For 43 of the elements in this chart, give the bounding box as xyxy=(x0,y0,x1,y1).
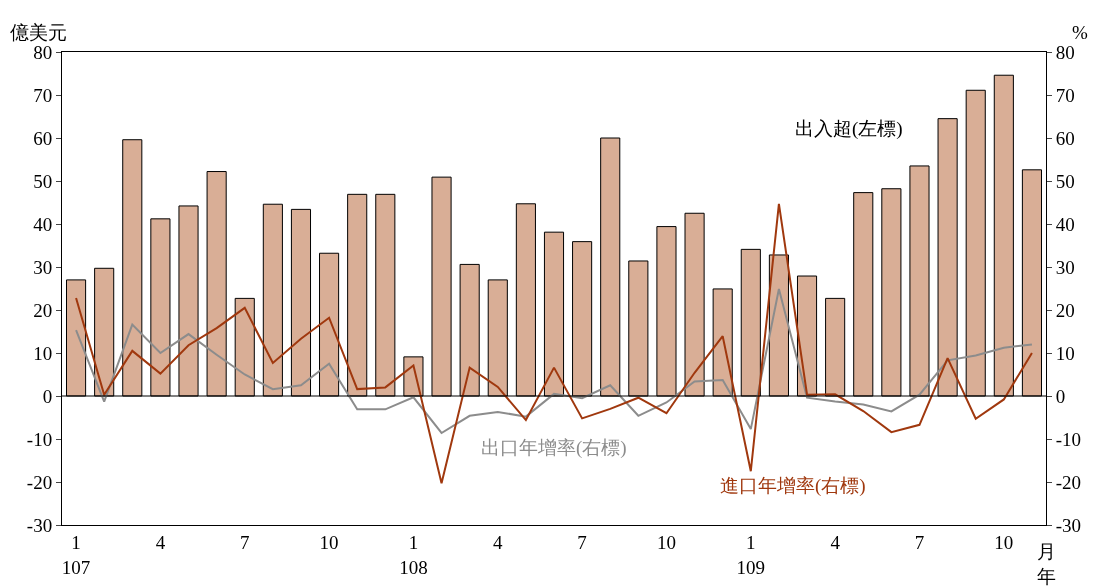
x-tick-label: 10 xyxy=(994,531,1014,553)
x-tick-label: 10 xyxy=(319,531,339,553)
y-tick-label: 10 xyxy=(33,342,53,364)
y-tick-label: 50 xyxy=(33,170,53,192)
y2-tick-label: 60 xyxy=(1055,127,1075,149)
y-tick-label: -10 xyxy=(26,428,53,450)
y2-tick-label: 10 xyxy=(1055,342,1075,364)
y2-tick-label: 20 xyxy=(1055,299,1075,321)
x-tick-label: 4 xyxy=(493,531,504,553)
y2-tick-label: -30 xyxy=(1055,514,1082,536)
y2-tick-label: -20 xyxy=(1055,471,1082,493)
y-axis-title: 億美元 xyxy=(10,22,67,43)
x-tick-label: 10 xyxy=(656,531,676,553)
x-tick-label: 7 xyxy=(577,531,587,553)
series-label: 出口年增率(右標) xyxy=(481,437,627,459)
x-tick-label: 7 xyxy=(239,531,250,553)
y-tick-label: 60 xyxy=(33,127,53,149)
y-tick-label: -20 xyxy=(26,471,53,493)
series-label: 出入超(左標) xyxy=(795,118,903,140)
y2-tick-label: 50 xyxy=(1055,170,1075,192)
y2-tick-label: 80 xyxy=(1055,41,1075,63)
x-tick-label: 4 xyxy=(830,531,841,553)
x-axis-title: 月年 xyxy=(1037,541,1056,587)
x-tick-label: 4 xyxy=(155,531,166,553)
y2-tick-label: 70 xyxy=(1055,84,1075,106)
y2-tick-label: 40 xyxy=(1055,213,1075,235)
y-tick-label: 0 xyxy=(42,385,53,407)
x-tick-label: 1 108 xyxy=(399,531,428,578)
line-series xyxy=(75,287,1033,434)
y-tick-label: 30 xyxy=(33,256,53,278)
y2-tick-label: -10 xyxy=(1055,428,1082,450)
y-tick-label: 40 xyxy=(33,213,53,235)
y-tick-label: 80 xyxy=(33,41,53,63)
x-tick-label: 1 109 xyxy=(736,531,766,578)
y-tick-label: -30 xyxy=(26,514,53,536)
x-tick-label: 1 107 xyxy=(61,531,91,578)
y-tick-label: 70 xyxy=(33,84,53,106)
y2-axis-title: % xyxy=(1072,22,1088,43)
y-tick-label: 20 xyxy=(33,299,53,321)
series-label: 進口年增率(右標) xyxy=(720,475,866,497)
y2-tick-label: 0 xyxy=(1055,385,1066,407)
x-tick-label: 7 xyxy=(914,531,925,553)
y2-tick-label: 30 xyxy=(1055,256,1075,278)
